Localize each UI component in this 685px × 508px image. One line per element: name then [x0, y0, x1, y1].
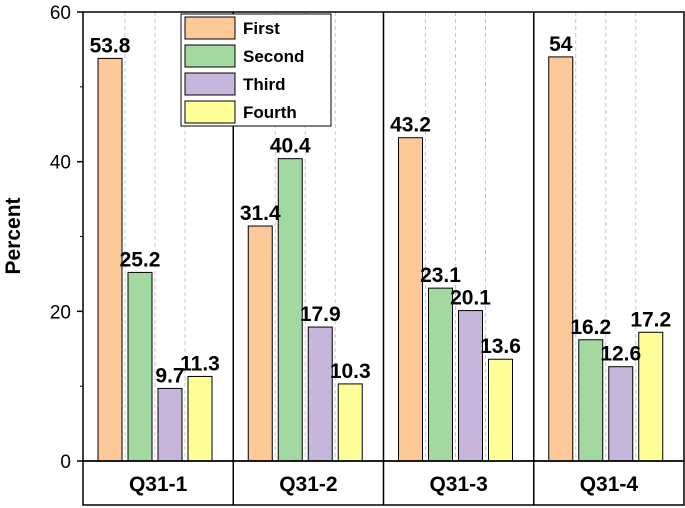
data-label: 53.8	[90, 34, 131, 57]
bar-third-q31-4	[608, 366, 634, 462]
category-label: Q31-4	[580, 473, 639, 496]
legend: First Second Third Fourth	[180, 13, 332, 127]
axes: Q31-1 Q31-2 Q31-3 Q31-4 0 20 40 60	[50, 3, 685, 506]
gridlines	[124, 12, 637, 461]
bar-third-q31-2	[307, 326, 333, 462]
bars	[97, 56, 664, 462]
bar-second-q31-4	[578, 339, 604, 462]
y-tick-label: 60	[50, 3, 71, 24]
bar-fourth-q31-3	[488, 358, 513, 462]
y-axis-title: Percent	[2, 197, 25, 274]
data-label: 9.7	[155, 364, 184, 387]
bar-second-q31-3	[428, 287, 453, 462]
category-label: Q31-2	[279, 473, 337, 496]
legend-swatch	[184, 44, 236, 68]
legend-label: Second	[243, 47, 304, 66]
data-label: 40.4	[270, 135, 311, 158]
data-label: 13.6	[480, 335, 521, 358]
legend-label: First	[243, 19, 280, 38]
legend-label: Fourth	[243, 103, 297, 122]
bar-second-q31-1	[127, 271, 153, 462]
bar-first-q31-1	[97, 57, 123, 462]
data-label: 10.3	[330, 360, 371, 383]
legend-label: Third	[243, 75, 286, 94]
data-label: 20.1	[450, 287, 491, 310]
bar-first-q31-3	[398, 137, 423, 462]
bar-fourth-q31-1	[187, 375, 213, 462]
data-label: 43.2	[390, 114, 431, 137]
data-labels: 53.8 31.4 43.2 54 25.2 40.4 23.1 16.2 9.7 17.9 20.…	[90, 33, 672, 388]
data-label: 12.6	[600, 343, 641, 366]
bar-first-q31-2	[247, 225, 273, 462]
data-label: 17.2	[630, 308, 671, 331]
data-label: 25.2	[120, 248, 161, 271]
y-tick-label: 20	[50, 302, 71, 323]
legend-swatch	[184, 100, 236, 124]
bar-third-q31-3	[458, 310, 483, 462]
data-label: 31.4	[240, 202, 281, 225]
data-label: 23.1	[420, 264, 461, 287]
legend-swatch	[184, 72, 236, 96]
bar-fourth-q31-4	[638, 331, 664, 462]
bar-fourth-q31-2	[337, 383, 363, 462]
y-tick-label: 40	[50, 153, 71, 174]
y-tick-label: 0	[60, 452, 71, 473]
bar-second-q31-2	[277, 158, 303, 462]
bar-first-q31-4	[548, 56, 574, 462]
data-label: 16.2	[570, 316, 611, 339]
bar-third-q31-1	[157, 387, 183, 462]
category-label: Q31-1	[129, 473, 188, 496]
data-label: 17.9	[300, 303, 341, 326]
category-label: Q31-3	[429, 473, 487, 496]
data-label: 54	[549, 33, 573, 56]
data-label: 11.3	[180, 352, 220, 375]
legend-swatch	[184, 16, 236, 40]
